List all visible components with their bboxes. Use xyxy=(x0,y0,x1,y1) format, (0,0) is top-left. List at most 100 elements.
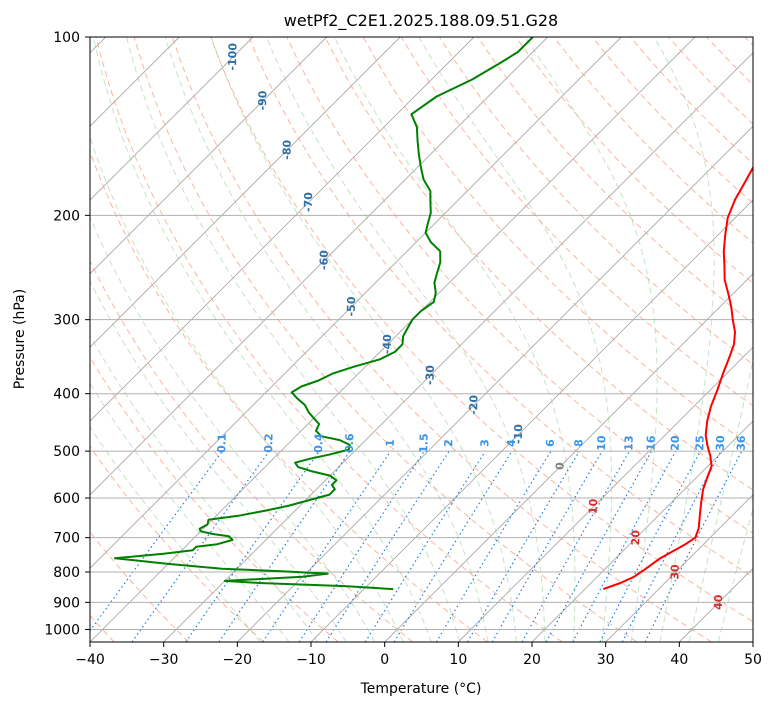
dry-adiabat-label: -20 xyxy=(467,395,481,416)
mixing-ratio-label: 1 xyxy=(384,439,397,447)
y-tick-label: 800 xyxy=(53,565,80,581)
dry-adiabat-label: -100 xyxy=(226,43,240,71)
dry-adiabat-line xyxy=(210,37,753,623)
isotherm-line xyxy=(90,37,622,569)
y-tick-label: 200 xyxy=(53,208,80,224)
isotherm-line xyxy=(90,37,401,348)
dry-adiabat-label: -30 xyxy=(423,365,437,386)
mixing-ratio-label: 36 xyxy=(735,435,748,451)
isotherm-line xyxy=(531,420,753,642)
mixing-ratio-label: 10 xyxy=(595,435,608,451)
mixing-ratio-label: 13 xyxy=(622,435,635,451)
temperature-profile-line xyxy=(602,165,753,591)
mixing-ratio-line xyxy=(364,450,486,642)
mixing-ratio-line xyxy=(393,450,513,642)
moist-adiabat-line xyxy=(266,37,546,642)
y-axis-label: Pressure (hPa) xyxy=(12,289,28,389)
x-tick-label: 50 xyxy=(744,652,762,668)
x-tick-label: 40 xyxy=(670,652,688,668)
mixing-ratio-label: 3 xyxy=(478,439,491,447)
chart-title: wetPf2_C2E1.2025.188.09.51.G28 xyxy=(284,11,558,31)
mixing-ratio-label: 6 xyxy=(544,439,557,447)
mixing-ratio-label: 0.6 xyxy=(343,433,357,453)
dry-adiabat-line xyxy=(286,37,753,534)
mixing-ratio-line xyxy=(298,450,425,642)
mixing-ratio-label: 0.2 xyxy=(262,433,276,453)
profile-series xyxy=(113,37,753,591)
x-tick-label: 30 xyxy=(597,652,615,668)
mixing-ratio-label: 1.5 xyxy=(417,433,431,453)
dry-adiabat-label: -10 xyxy=(512,424,526,445)
isotherm-line xyxy=(384,273,753,642)
dry-adiabat-label: 30 xyxy=(668,564,681,580)
dry-adiabat-line xyxy=(90,259,414,642)
isotherm-line xyxy=(90,37,549,496)
dry-adiabat-line xyxy=(515,37,753,284)
x-tick-label: 10 xyxy=(449,652,467,668)
moist-adiabat-line xyxy=(653,37,715,642)
dry-adiabat-label: -80 xyxy=(280,139,294,160)
moist-adiabat-line xyxy=(90,382,290,642)
moist-adiabat-line xyxy=(90,426,261,642)
mixing-ratio-label: 16 xyxy=(644,435,657,451)
y-tick-label: 600 xyxy=(53,491,80,507)
isotherm-line xyxy=(90,37,475,422)
dry-adiabat-label: -50 xyxy=(345,296,359,317)
y-tick-label: 100 xyxy=(53,30,80,46)
dry-adiabat-line xyxy=(248,37,753,578)
moist-adiabat-line xyxy=(418,37,613,642)
inline-line-labels: -100-90-80-70-60-50-40-30-20-10010203040… xyxy=(215,43,748,611)
y-tick-label: 900 xyxy=(53,595,80,611)
moist-adiabat-line xyxy=(90,135,404,642)
dry-adiabat-label: 10 xyxy=(587,498,600,514)
mixing-ratio-label: 0.4 xyxy=(312,433,326,453)
y-tick-label: 700 xyxy=(53,531,80,547)
y-tick-label: 300 xyxy=(53,313,80,329)
mixing-ratio-label: 2 xyxy=(442,439,455,447)
mixing-ratio-line xyxy=(262,450,392,642)
isotherm-line xyxy=(236,125,753,642)
moist-adiabat-line xyxy=(90,334,319,642)
x-tick-label: −20 xyxy=(223,652,253,668)
y-tick-label: 500 xyxy=(53,444,80,460)
dry-adiabat-label: 0 xyxy=(553,462,566,470)
mixing-ratio-label: 30 xyxy=(714,435,727,451)
mixing-ratio-line xyxy=(466,450,580,642)
moist-adiabat-line xyxy=(717,506,753,642)
mixing-ratio-line xyxy=(572,450,677,642)
x-tick-label: 0 xyxy=(380,652,389,668)
dry-adiabat-line xyxy=(90,445,264,642)
dry-adiabat-line xyxy=(95,37,563,642)
moist-adiabat-line xyxy=(90,215,376,642)
moist-adiabat-line xyxy=(524,37,658,642)
dry-adiabat-label: 40 xyxy=(712,594,725,610)
dewpoint-profile-line xyxy=(113,37,534,591)
isotherm-line xyxy=(605,494,753,642)
y-tick-label: 1000 xyxy=(44,622,80,638)
mixing-ratio-line xyxy=(218,450,351,642)
dry-adiabat-label: -40 xyxy=(381,334,395,355)
moist-adiabat-line xyxy=(92,37,432,642)
x-tick-label: 20 xyxy=(523,652,541,668)
dry-adiabat-label: 20 xyxy=(629,530,642,546)
isotherm-line xyxy=(90,37,328,275)
mixing-ratio-label: 20 xyxy=(669,435,682,451)
dry-adiabat-label: -70 xyxy=(302,192,316,213)
moist-adiabat-line xyxy=(333,37,576,642)
dry-adiabat-label: -90 xyxy=(256,90,270,111)
mixing-ratio-line xyxy=(599,450,702,642)
isotherm-line xyxy=(90,37,254,201)
x-axis-label: Temperature (°C) xyxy=(360,681,482,697)
background-reference-lines xyxy=(90,37,753,642)
mixing-ratio-label: 0.1 xyxy=(215,433,229,453)
mixing-ratio-line xyxy=(435,450,552,642)
isotherm-line xyxy=(90,37,696,642)
dry-adiabat-line xyxy=(171,37,712,642)
isotherm-line xyxy=(457,346,753,642)
x-tick-label: −10 xyxy=(296,652,326,668)
dry-adiabat-line xyxy=(324,37,753,491)
mixing-ratio-line xyxy=(185,450,320,642)
moist-adiabat-line xyxy=(210,37,517,642)
